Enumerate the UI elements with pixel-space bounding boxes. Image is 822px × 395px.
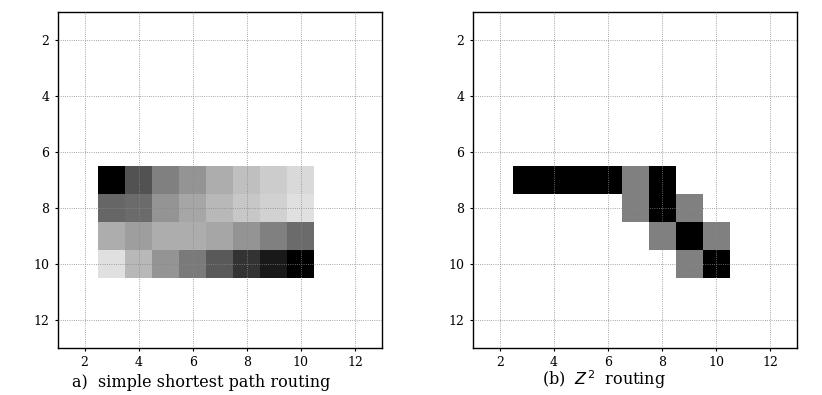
Bar — [98, 250, 125, 278]
Bar — [676, 194, 703, 222]
Bar — [676, 250, 703, 278]
Bar — [703, 250, 730, 278]
Bar — [98, 194, 125, 222]
Bar — [152, 250, 179, 278]
Bar — [288, 222, 314, 250]
Bar — [233, 166, 261, 194]
Text: a)  simple shortest path routing: a) simple shortest path routing — [72, 374, 330, 391]
Bar — [125, 222, 152, 250]
Bar — [649, 194, 676, 222]
Bar — [179, 222, 206, 250]
Bar — [179, 250, 206, 278]
Bar — [98, 166, 125, 194]
Bar — [567, 166, 594, 194]
Text: (b)  $Z^2$  routing: (b) $Z^2$ routing — [543, 369, 666, 391]
Bar — [649, 166, 676, 194]
Bar — [152, 194, 179, 222]
Bar — [288, 194, 314, 222]
Bar — [594, 166, 621, 194]
Bar — [233, 250, 261, 278]
Bar — [621, 194, 649, 222]
Bar — [233, 222, 261, 250]
Bar — [676, 222, 703, 250]
Bar — [98, 222, 125, 250]
Bar — [540, 166, 567, 194]
Bar — [152, 222, 179, 250]
Bar — [288, 250, 314, 278]
Bar — [261, 250, 288, 278]
Bar — [261, 166, 288, 194]
Bar — [206, 222, 233, 250]
Bar — [125, 166, 152, 194]
Bar — [261, 194, 288, 222]
Bar — [514, 166, 540, 194]
Bar — [125, 194, 152, 222]
Bar — [152, 166, 179, 194]
Bar — [206, 166, 233, 194]
Bar — [179, 166, 206, 194]
Bar — [179, 194, 206, 222]
Bar — [261, 222, 288, 250]
Bar — [649, 222, 676, 250]
Bar — [206, 194, 233, 222]
Bar — [233, 194, 261, 222]
Bar — [206, 250, 233, 278]
Bar — [288, 166, 314, 194]
Bar — [125, 250, 152, 278]
Bar — [621, 166, 649, 194]
Bar — [703, 222, 730, 250]
